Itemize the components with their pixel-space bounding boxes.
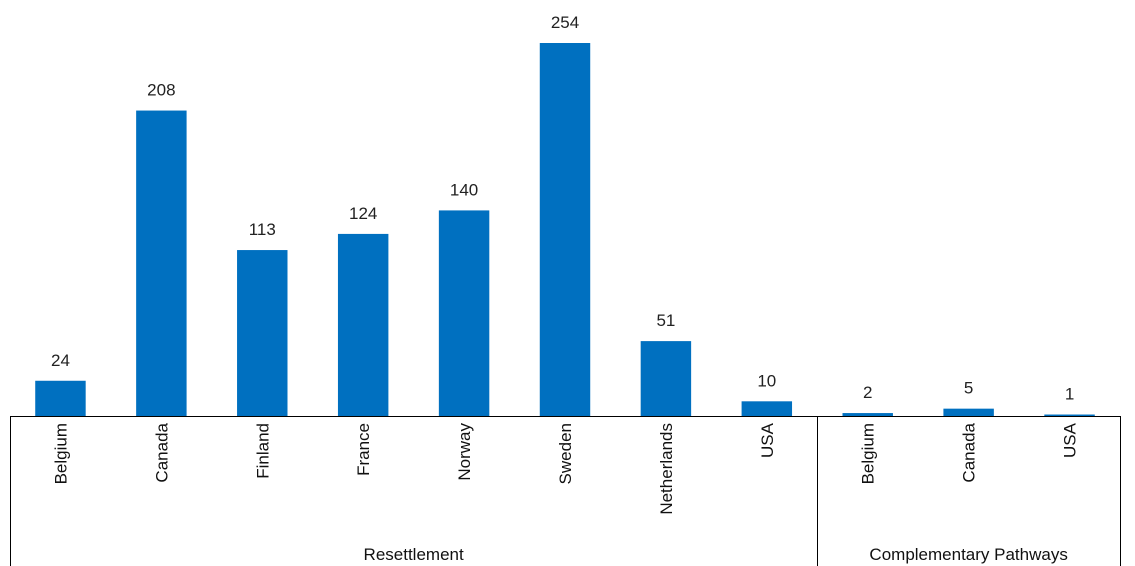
bar-1-canada: [136, 110, 187, 417]
category-tick-label: Finland: [253, 423, 272, 479]
axes-layer: [10, 416, 1121, 566]
value-label: 1: [1065, 385, 1074, 404]
bar-2-usa: [1044, 414, 1095, 416]
bar-1-belgium: [35, 380, 86, 416]
bar-1-netherlands: [640, 341, 692, 416]
group-label: Resettlement: [364, 545, 464, 564]
value-label: 124: [349, 204, 377, 223]
tick-labels-layer: Belgium Canada Finland France Norway Sweden Ne…: [51, 422, 1079, 514]
value-label: 2: [863, 383, 872, 402]
value-label: 113: [249, 220, 276, 239]
category-tick-label: Belgium: [859, 423, 878, 484]
bar-1-finland: [237, 250, 288, 416]
bar-2-belgium: [842, 413, 893, 416]
bar-1-france: [337, 233, 389, 416]
bars-layer: [35, 43, 1095, 417]
value-label: 208: [147, 81, 175, 100]
category-tick-label: USA: [758, 422, 777, 458]
bar-2-canada: [943, 408, 994, 416]
value-label: 10: [757, 371, 776, 390]
bar-1-sweden: [539, 43, 591, 416]
group-label: Complementary Pathways: [869, 545, 1067, 564]
category-tick-label: USA: [1061, 422, 1080, 458]
category-tick-label: Canada: [960, 422, 979, 482]
bar-1-norway: [438, 210, 490, 416]
category-tick-label: Sweden: [556, 423, 575, 484]
category-tick-label: France: [354, 423, 373, 476]
group-labels-layer: Resettlement Complementary Pathways: [364, 545, 1068, 564]
bar-1-usa: [741, 401, 793, 416]
value-label: 51: [656, 311, 675, 330]
category-tick-label: Belgium: [51, 423, 70, 484]
category-tick-label: Norway: [455, 423, 474, 481]
value-label: 5: [964, 379, 973, 398]
value-label: 24: [51, 351, 70, 370]
value-label: 140: [450, 180, 478, 199]
value-label: 254: [551, 13, 579, 32]
category-tick-label: Canada: [152, 422, 171, 482]
category-tick-label: Netherlands: [657, 423, 676, 515]
